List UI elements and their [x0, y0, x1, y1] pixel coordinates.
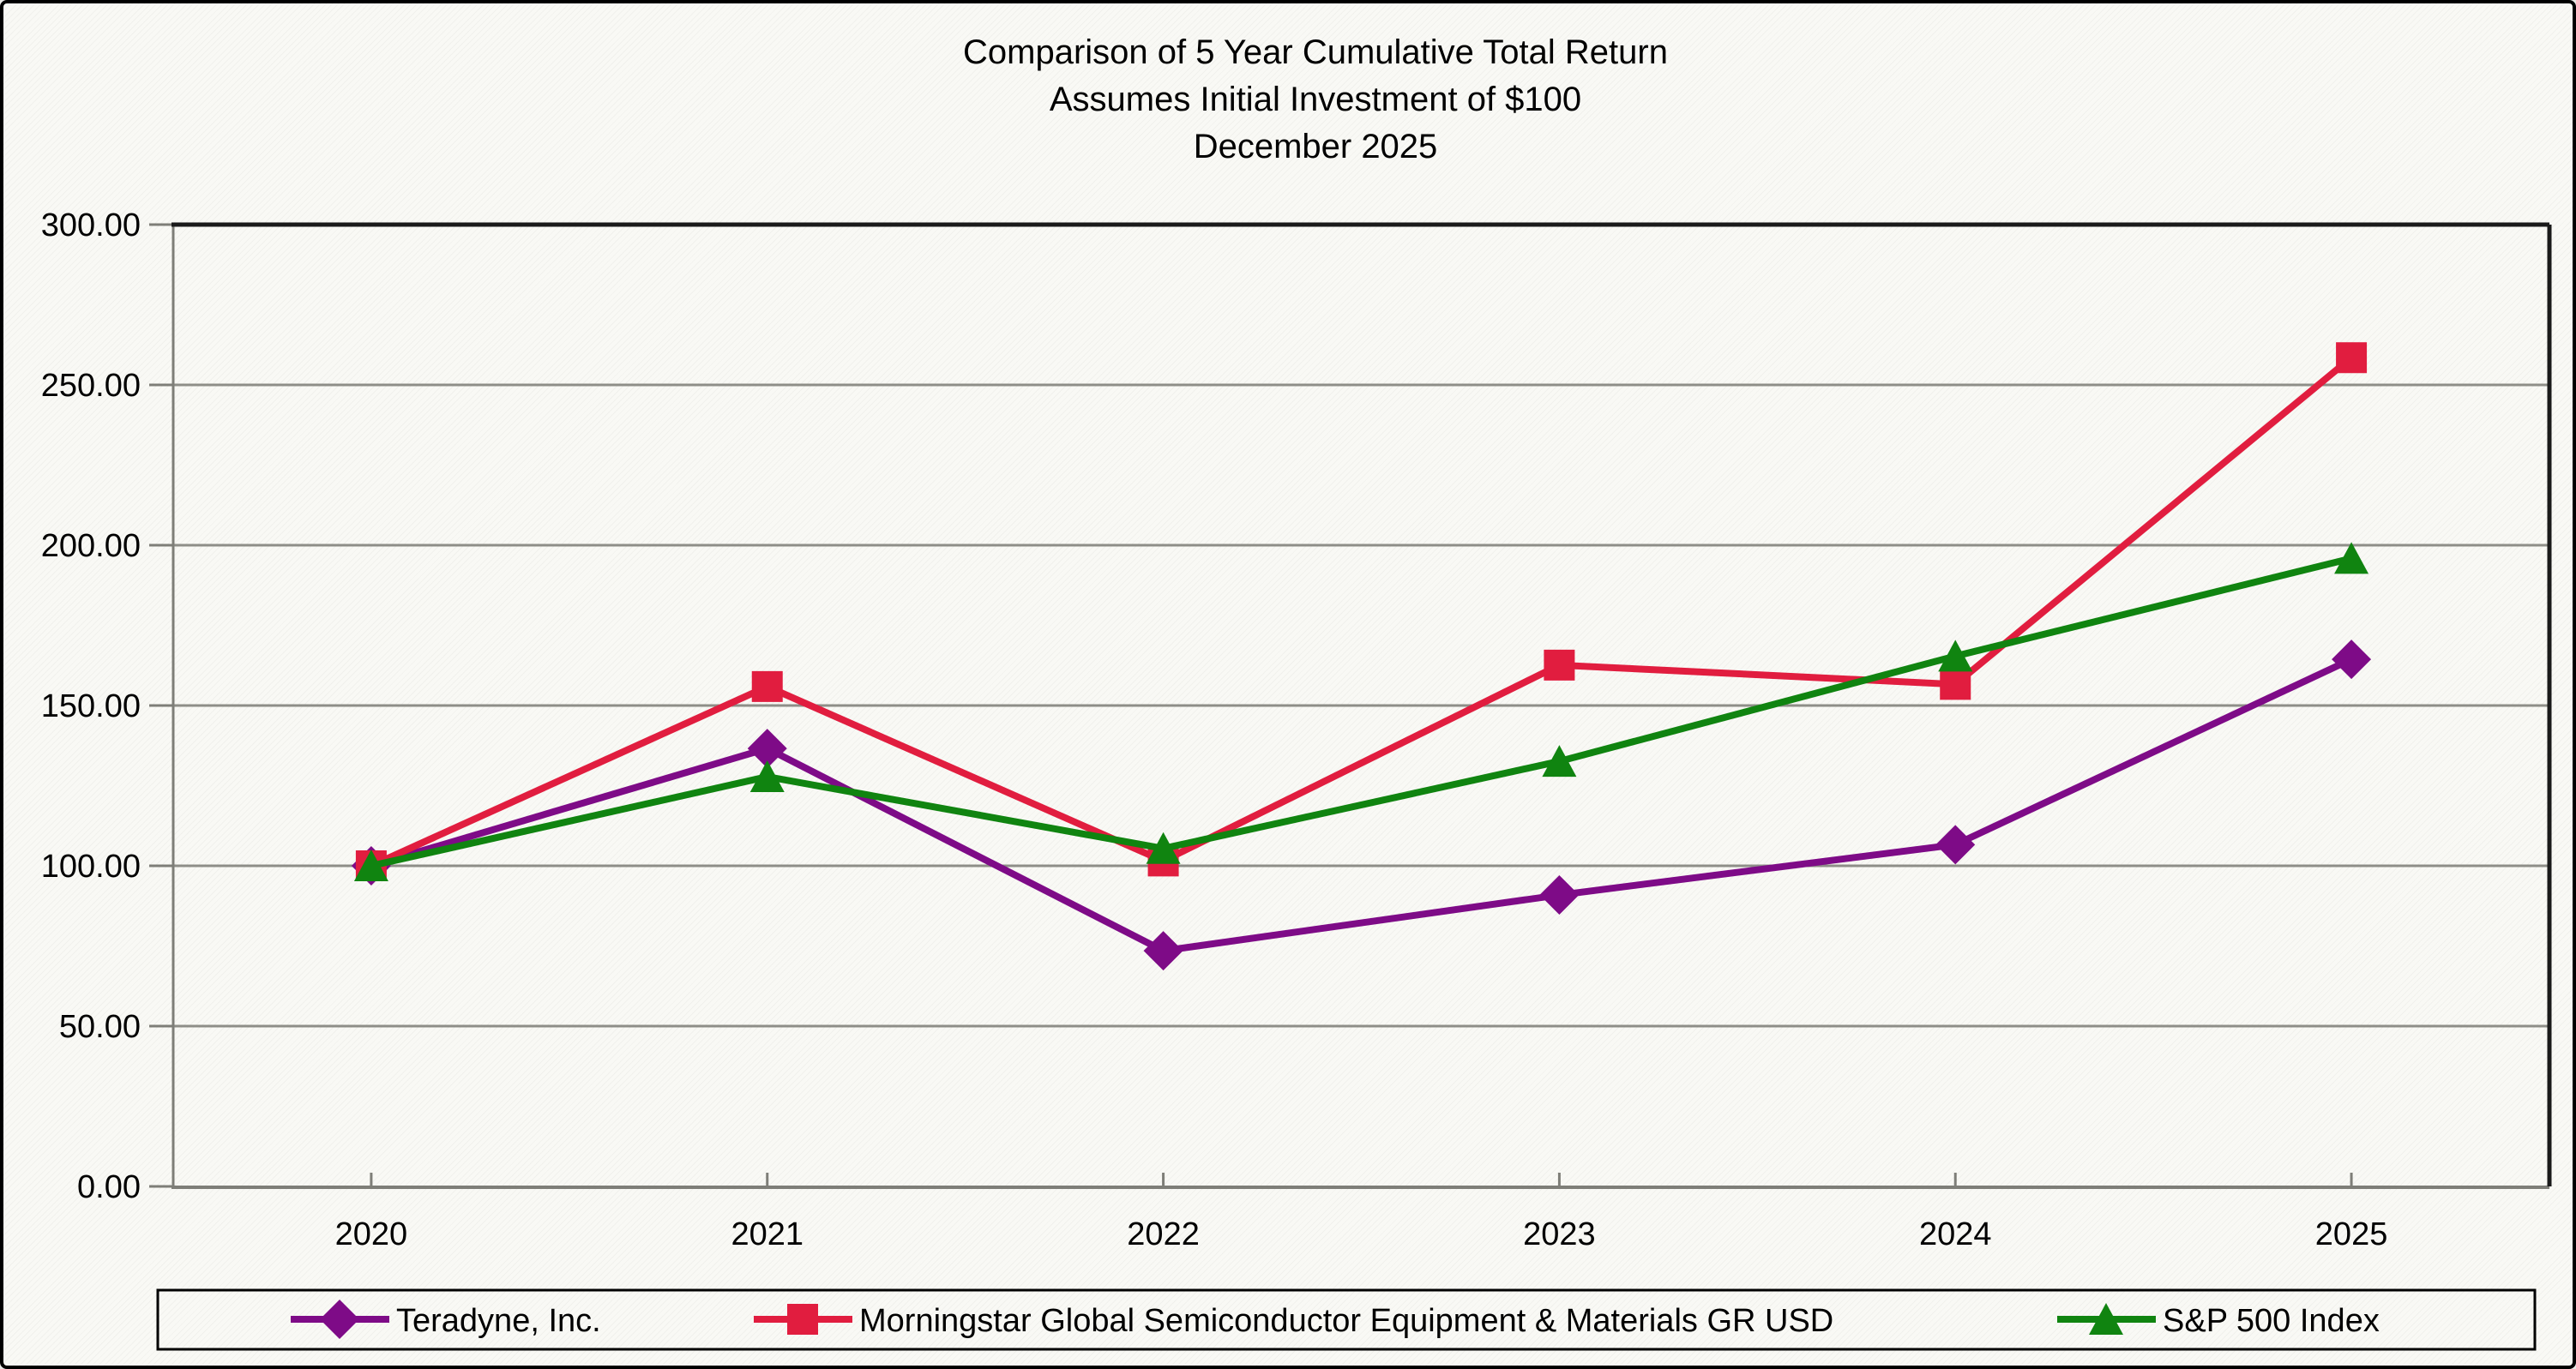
legend-label-morningstar-global-semiconductor-equipme: Morningstar Global Semiconductor Equipme… — [859, 1303, 1833, 1339]
series-marker-teradyne-inc-2025 — [2332, 639, 2372, 680]
series-marker-teradyne-inc-2023 — [1539, 875, 1580, 916]
legend: Teradyne, Inc. Morningstar Global Semicon… — [156, 1288, 2537, 1351]
y-axis-label: 150.00 — [41, 688, 141, 724]
series-marker-s-p-500-index-2021 — [749, 760, 785, 793]
y-axis-label: 300.00 — [41, 207, 141, 243]
series-marker-morningstar-global-semiconductor-equipme-2025 — [2336, 342, 2368, 374]
y-axis-label: 100.00 — [41, 849, 141, 885]
x-axis-label-2024: 2024 — [1919, 1216, 1992, 1252]
legend-item-s-p-500-index: S&P 500 Index — [2057, 1303, 2380, 1339]
series-marker-morningstar-global-semiconductor-equipme-2024 — [1940, 669, 1971, 700]
series-line-s-p-500-index — [370, 555, 2353, 869]
series-line-teradyne-inc — [370, 656, 2353, 955]
x-axis-label-2020: 2020 — [335, 1216, 408, 1252]
series-marker-s-p-500-index-2023 — [1542, 745, 1577, 778]
cumulative-return-line-chart: Comparison of 5 Year Cumulative Total Re… — [41, 33, 2552, 1351]
chart-title-line-3: December 2025 — [1194, 128, 1438, 165]
x-axis-label-2025: 2025 — [2315, 1216, 2388, 1252]
series-marker-morningstar-global-semiconductor-equipme-2023 — [1544, 649, 1575, 681]
legend-marker-triangle — [2089, 1303, 2123, 1335]
series-marker-s-p-500-index-2022 — [1146, 832, 1181, 864]
series-marker-teradyne-inc-2022 — [1143, 931, 1183, 971]
series-line-morningstar-global-semiconductor-equipme — [370, 355, 2354, 869]
x-axis-label-2023: 2023 — [1523, 1216, 1596, 1252]
series-marker-teradyne-inc-2021 — [747, 729, 787, 769]
y-axis-label: 50.00 — [59, 1009, 141, 1045]
series-marker-teradyne-inc-2024 — [1935, 825, 1976, 865]
legend-item-morningstar-global-semiconductor-equipme: Morningstar Global Semiconductor Equipme… — [754, 1303, 1833, 1339]
legend-box — [156, 1288, 2537, 1351]
legend-label-s-p-500-index: S&P 500 Index — [2163, 1303, 2380, 1339]
legend-item-teradyne-inc: Teradyne, Inc. — [291, 1300, 601, 1339]
x-axis-label-2021: 2021 — [731, 1216, 803, 1252]
legend-marker-square — [787, 1304, 818, 1335]
series-marker-s-p-500-index-2025 — [2334, 542, 2369, 574]
series-marker-s-p-500-index-2024 — [1938, 639, 1973, 672]
y-axis-label: 0.00 — [77, 1169, 141, 1205]
series-marker-morningstar-global-semiconductor-equipme-2021 — [751, 670, 783, 702]
y-axis-label: 250.00 — [41, 368, 141, 404]
legend-marker-diamond — [320, 1300, 359, 1339]
x-axis-label-2022: 2022 — [1127, 1216, 1200, 1252]
chart-title-line-1: Comparison of 5 Year Cumulative Total Re… — [963, 33, 1668, 71]
legend-label-teradyne-inc: Teradyne, Inc. — [396, 1303, 601, 1339]
chart-title-line-2: Assumes Initial Investment of $100 — [1050, 81, 1581, 118]
y-axis-label: 200.00 — [41, 528, 141, 564]
series-marker-s-p-500-index-2020 — [353, 850, 388, 881]
plot-area: 0.00 50.00 100.00 150.00 200.00 250.00 300.00 2… — [41, 207, 2552, 1252]
